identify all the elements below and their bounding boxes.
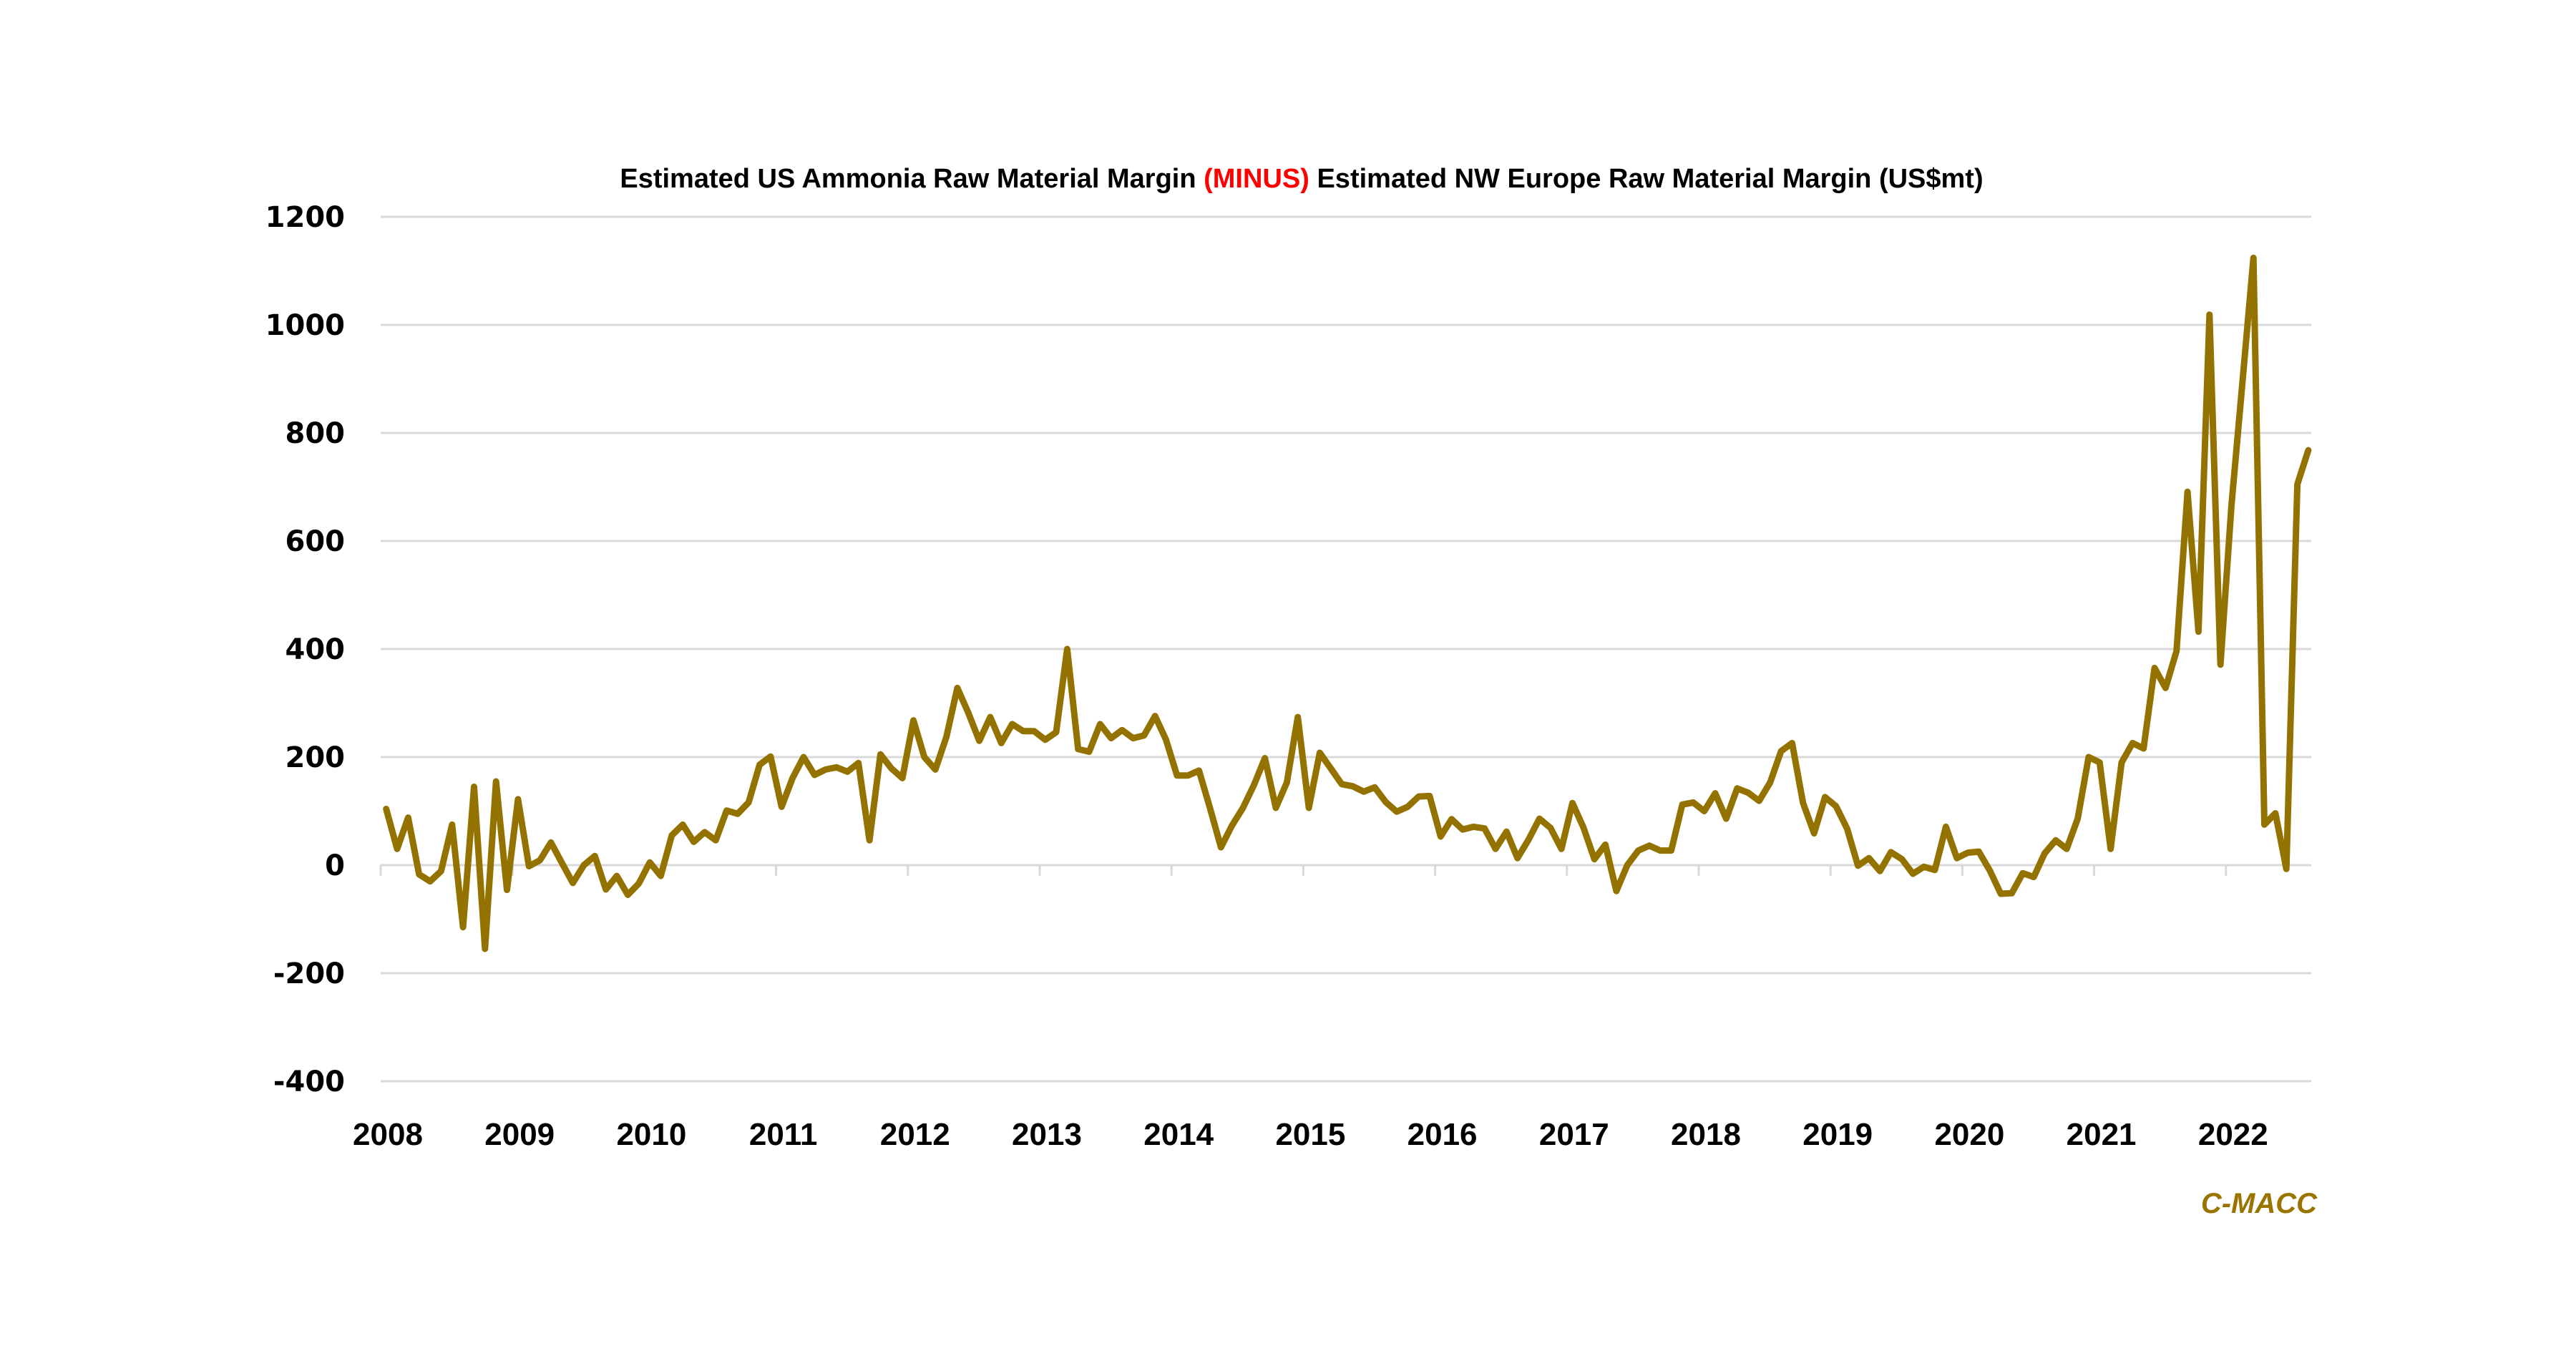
title-part-minus: (MINUS) xyxy=(1204,164,1309,194)
y-tick-label: -200 xyxy=(273,957,345,990)
series-layer xyxy=(383,254,2312,952)
x-tick-label: 2020 xyxy=(1934,1117,2004,1152)
y-axis-labels: 1200 1000 800 600 400 200 0 -200 -400 xyxy=(265,201,345,1098)
y-tick-label: 400 xyxy=(286,633,346,666)
title-part-us: Estimated US Ammonia Raw Material Margin xyxy=(620,164,1204,194)
x-tick-label: 2011 xyxy=(749,1117,817,1152)
y-tick-label: 200 xyxy=(286,741,346,774)
x-tick-label: 2018 xyxy=(1671,1117,1741,1152)
x-tick-label: 2010 xyxy=(616,1117,686,1152)
x-tick-label: 2008 xyxy=(353,1117,423,1152)
x-tick-label: 2015 xyxy=(1275,1117,1345,1152)
y-tick-label: 1000 xyxy=(265,309,345,342)
series-line-0 xyxy=(383,254,2312,952)
x-tick-label: 2022 xyxy=(2198,1117,2268,1152)
y-tick-label: -400 xyxy=(273,1065,345,1098)
x-tick-label: 2019 xyxy=(1802,1117,1873,1152)
x-tick-label: 2021 xyxy=(2067,1117,2137,1152)
x-axis: 2008 2009 2010 2011 2012 2013 2014 2015 2016 2017… xyxy=(353,865,2268,1152)
y-tick-label: 800 xyxy=(286,417,346,450)
source-label: C-MACC xyxy=(2201,1188,2318,1219)
x-tick-label: 2014 xyxy=(1143,1117,1214,1152)
y-tick-label: 1200 xyxy=(265,201,345,234)
x-tick-label: 2017 xyxy=(1539,1117,1609,1152)
x-tick-label: 2009 xyxy=(484,1117,555,1152)
y-tick-label: 0 xyxy=(325,849,345,882)
title-part-europe: Estimated NW Europe Raw Material Margin … xyxy=(1309,164,1984,194)
x-tick-label: 2016 xyxy=(1407,1117,1478,1152)
chart-title: Estimated US Ammonia Raw Material Margin… xyxy=(620,164,1983,194)
gridlines xyxy=(381,215,2311,1083)
x-tick-label: 2013 xyxy=(1012,1117,1082,1152)
x-tick-label: 2012 xyxy=(880,1117,950,1152)
y-tick-label: 600 xyxy=(286,525,346,558)
